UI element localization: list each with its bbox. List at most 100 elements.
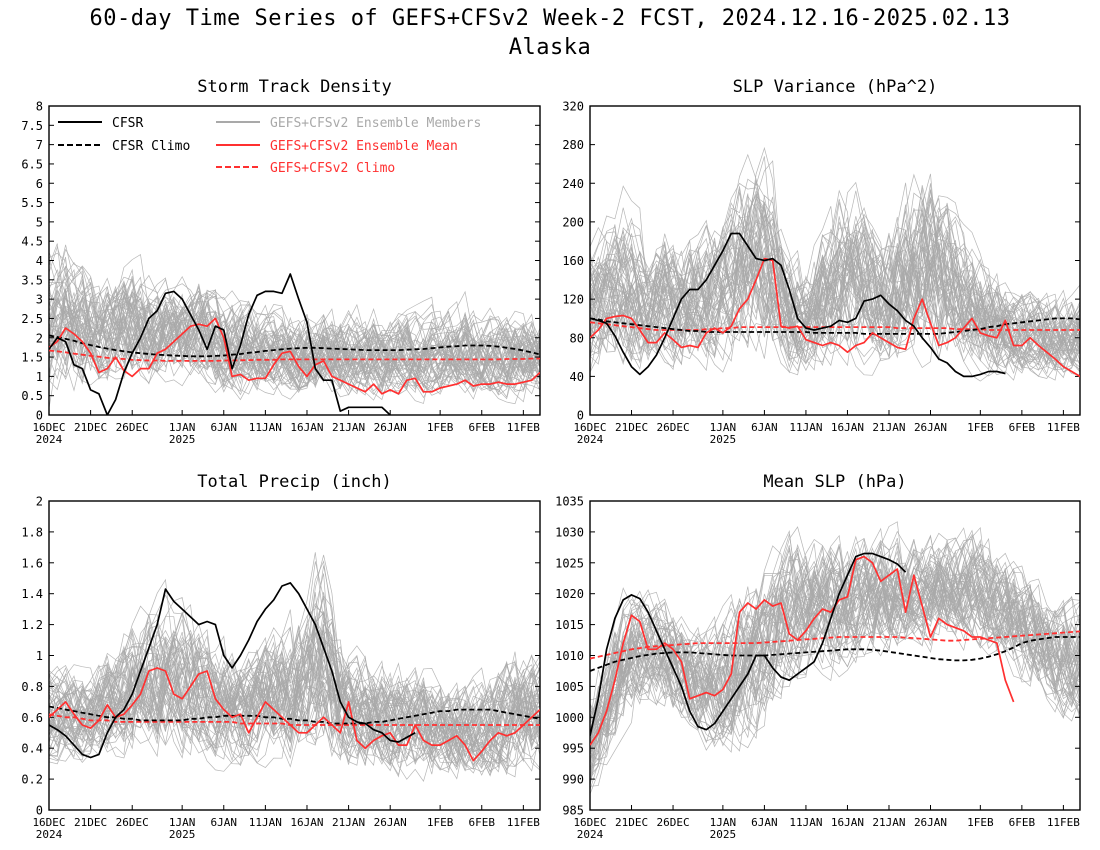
x-year-label: 2024	[577, 828, 604, 841]
x-tick-label: 11JAN	[789, 421, 822, 434]
ensemble-member-line	[590, 534, 1080, 753]
x-tick-label: 26JAN	[374, 816, 407, 829]
ensemble-member-line	[49, 243, 540, 386]
y-tick-label: 0	[577, 409, 584, 423]
ensemble-member-line	[49, 290, 540, 389]
y-tick-label: 0	[36, 804, 43, 818]
y-tick-label: 0.4	[21, 742, 43, 756]
x-tick-label: 1JAN	[169, 816, 196, 829]
x-tick-label: 6JAN	[751, 421, 778, 434]
y-tick-label: 240	[562, 177, 584, 191]
x-tick-label: 1FEB	[427, 816, 454, 829]
ensemble-member-line	[49, 285, 540, 390]
ensemble-member-line	[49, 619, 540, 769]
chart-panel-1: Storm Track Density 0 0.5 1 1.5 2 2.5 3 3.5 4 4.5 5…	[21, 77, 541, 446]
y-tick-label: 6.5	[21, 157, 43, 171]
x-tick-label: 16JAN	[290, 421, 323, 434]
x-tick-label: 6FEB	[1009, 816, 1036, 829]
series-line-gefs-cfsv2-climo	[590, 321, 1080, 331]
ensemble-member-line	[49, 285, 540, 395]
y-tick-label: 7	[36, 138, 43, 152]
panel-title: Storm Track Density	[197, 77, 391, 97]
ensemble-member-line	[49, 620, 540, 768]
panel-title: SLP Variance (hPa^2)	[733, 77, 938, 97]
y-tick-label: 8	[36, 100, 43, 114]
ensemble-member-line	[590, 559, 1080, 776]
ensemble-member-line	[590, 239, 1080, 377]
ensemble-member-line	[590, 188, 1080, 365]
ensemble-member-line	[49, 258, 540, 390]
ensemble-member-line	[590, 224, 1080, 375]
x-tick-label: 1FEB	[967, 421, 994, 434]
legend: CFSR CFSR Climo GEFS+CFSv2 Ensemble Member…	[58, 116, 481, 176]
ensemble-member-line	[590, 194, 1080, 377]
x-tick-label: 21DEC	[74, 816, 107, 829]
ensemble-member-line	[590, 193, 1080, 367]
ensemble-member-line	[590, 252, 1080, 376]
x-year-label: 2025	[169, 433, 196, 446]
ensemble-member-line	[49, 625, 540, 771]
y-tick-label: 1010	[555, 649, 584, 663]
x-tick-label: 26JAN	[374, 421, 407, 434]
y-tick-label: 120	[562, 293, 584, 307]
ensemble-member-line	[49, 296, 540, 396]
y-tick-label: 0	[36, 409, 43, 423]
ensemble-member-line	[49, 637, 540, 783]
x-tick-label: 6FEB	[468, 421, 495, 434]
panel-title: Mean SLP (hPa)	[763, 472, 906, 492]
x-tick-label: 1FEB	[427, 421, 454, 434]
ensemble-member-line	[590, 207, 1080, 382]
ensemble-member-line	[49, 290, 540, 393]
series-lines	[49, 582, 540, 762]
ensemble-members	[590, 146, 1080, 382]
chart-panel-3: Total Precip (inch) 0 0.2 0.4 0.6 0.8 1 1.2 1.4 1…	[21, 472, 541, 841]
x-tick-label: 6JAN	[211, 421, 238, 434]
y-tick-label: 1.4	[21, 587, 43, 601]
x-tick-label: 16DEC	[32, 421, 65, 434]
ensemble-member-line	[590, 535, 1080, 750]
ensemble-member-line	[49, 629, 540, 769]
series-line-gefs-cfsv2-climo	[49, 713, 540, 726]
ensemble-member-line	[49, 252, 540, 389]
series-lines	[590, 232, 1080, 378]
y-tick-label: 200	[562, 215, 584, 229]
x-tick-label: 26JAN	[914, 421, 947, 434]
ensemble-member-line	[49, 552, 540, 776]
chart-panel-2: SLP Variance (hPa^2) 0 40 80 120 160 200 240 280…	[562, 77, 1081, 446]
x-year-label: 2024	[36, 433, 63, 446]
ensemble-member-line	[590, 529, 1080, 731]
x-tick-label: 16DEC	[573, 421, 606, 434]
y-tick-label: 7.5	[21, 119, 43, 133]
series-line-gefs-cfsv2-climo	[49, 349, 540, 362]
x-tick-label: 6FEB	[468, 816, 495, 829]
series-lines	[49, 273, 540, 415]
ensemble-member-line	[590, 201, 1080, 370]
y-tick-label: 2.5	[21, 312, 43, 326]
y-tick-label: 1.8	[21, 525, 43, 539]
chart-panel-4: Mean SLP (hPa) 985 990 995 1000 1005 1010 1015 1…	[555, 472, 1081, 841]
x-tick-label: 1FEB	[967, 816, 994, 829]
series-line-cfsr	[49, 273, 391, 415]
x-tick-label: 21DEC	[74, 421, 107, 434]
y-tick-label: 5.5	[21, 196, 43, 210]
x-tick-label: 16DEC	[32, 816, 65, 829]
legend-label: CFSR	[112, 116, 143, 131]
ensemble-member-line	[590, 189, 1080, 368]
figure-title: 60-day Time Series of GEFS+CFSv2 Week-2 …	[89, 6, 1011, 31]
y-tick-label: 1025	[555, 556, 584, 570]
ensemble-member-line	[49, 265, 540, 401]
x-tick-label: 1JAN	[710, 816, 737, 829]
ensemble-member-line	[49, 646, 540, 755]
ensemble-member-line	[590, 554, 1080, 742]
y-tick-label: 990	[562, 773, 584, 787]
x-tick-label: 21JAN	[332, 421, 365, 434]
y-tick-label: 320	[562, 100, 584, 114]
ensemble-member-line	[590, 556, 1080, 762]
x-tick-label: 11FEB	[507, 816, 540, 829]
ensemble-member-line	[49, 278, 540, 383]
x-tick-label: 16DEC	[573, 816, 606, 829]
series-line-gefs-cfsv2-ensemble-mean	[49, 317, 540, 395]
x-tick-label: 21JAN	[872, 816, 905, 829]
y-tick-label: 3.5	[21, 273, 43, 287]
x-tick-label: 16JAN	[831, 421, 864, 434]
